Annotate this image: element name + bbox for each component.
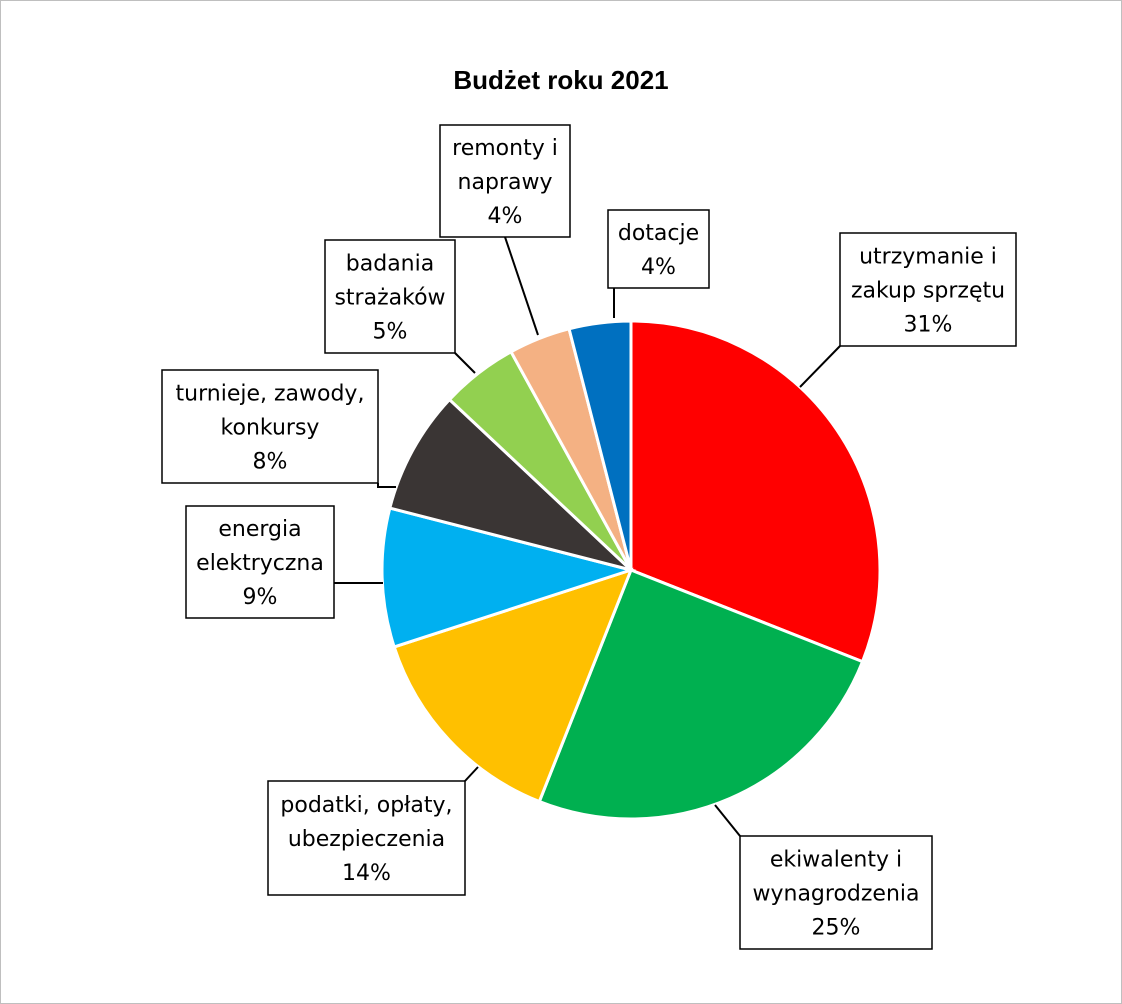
- data-label-percent: 25%: [812, 916, 861, 941]
- data-label-box: [839, 232, 1017, 347]
- data-label-box: [607, 209, 710, 289]
- data-label-percent: 14%: [342, 861, 391, 886]
- pie-slice-7: [567, 319, 633, 571]
- data-label-7: dotacje 4%: [607, 209, 710, 289]
- data-label-category: ubezpieczenia: [288, 827, 445, 852]
- data-label-box: [324, 239, 456, 354]
- data-label-1: ekiwalenty i wynagrodzenia 25%: [739, 835, 933, 950]
- data-label-category: wynagrodzenia: [752, 882, 919, 907]
- pie-slice-1: [537, 568, 865, 821]
- chart-title: Budżet roku 2021: [453, 65, 668, 95]
- data-label-percent: 31%: [904, 313, 953, 338]
- pie-slices: [380, 319, 882, 821]
- data-label-category: zakup sprzętu: [851, 279, 1005, 304]
- leader-line-6: [504, 236, 539, 336]
- data-label-category: energia: [218, 517, 301, 542]
- data-label-percent: 8%: [253, 450, 288, 475]
- data-label-category: remonty i: [452, 136, 558, 161]
- pie-slice-4: [387, 397, 633, 572]
- data-label-category: badania: [346, 252, 434, 277]
- data-label-3: energia elektryczna 9%: [185, 505, 335, 619]
- data-label-box: [185, 505, 335, 619]
- leader-line-2: [464, 766, 479, 782]
- leader-line-0: [799, 345, 841, 388]
- data-label-category: naprawy: [458, 170, 553, 195]
- leader-line-5: [454, 352, 476, 374]
- data-labels: utrzymanie i zakup sprzętu 31% ekiwalenty i…: [161, 124, 1017, 950]
- data-label-box: [439, 124, 571, 238]
- data-label-category: strażaków: [334, 286, 445, 311]
- data-label-percent: 4%: [488, 204, 523, 229]
- data-label-percent: 9%: [243, 585, 278, 610]
- data-label-4: turnieje, zawody, konkursy 8%: [161, 369, 379, 484]
- leader-line-1: [714, 804, 741, 837]
- data-label-category: dotacje: [618, 221, 699, 246]
- data-label-category: ekiwalenty i: [770, 848, 902, 873]
- data-label-2: podatki, opłaty, ubezpieczenia 14%: [267, 780, 466, 896]
- data-label-category: turnieje, zawody,: [176, 382, 365, 407]
- data-label-box: [267, 780, 466, 896]
- data-label-percent: 4%: [641, 255, 676, 280]
- pie-slice-3: [380, 506, 637, 649]
- data-label-category: utrzymanie i: [859, 245, 997, 270]
- data-label-category: konkursy: [221, 416, 320, 441]
- leader-line-4: [377, 483, 396, 488]
- data-label-box: [161, 369, 379, 484]
- data-label-6: remonty i naprawy 4%: [439, 124, 571, 238]
- data-label-0: utrzymanie i zakup sprzętu 31%: [839, 232, 1017, 347]
- data-label-5: badania strażaków 5%: [324, 239, 456, 354]
- data-label-box: [739, 835, 933, 950]
- data-label-category: elektryczna: [196, 551, 324, 576]
- leader-lines: [334, 236, 841, 837]
- data-label-category: podatki, opłaty,: [280, 793, 452, 818]
- data-label-percent: 5%: [373, 320, 408, 345]
- pie-slice-0: [629, 319, 882, 664]
